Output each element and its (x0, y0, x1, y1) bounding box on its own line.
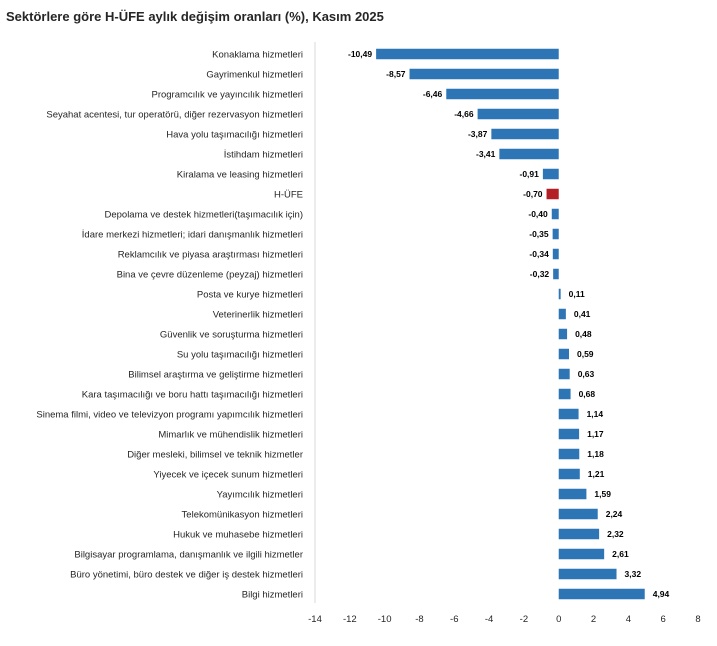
bar (558, 548, 605, 560)
value-label: 0,59 (577, 349, 594, 359)
category-label: Programcılık ve yayıncılık hizmetleri (151, 90, 303, 101)
x-tick-label: -14 (308, 614, 322, 625)
bar (558, 588, 645, 600)
bar (551, 208, 559, 220)
category-label: Seyahat acentesi, tur operatörü, diğer r… (46, 110, 303, 121)
value-label: 0,68 (579, 389, 596, 399)
bar-highlight (546, 188, 559, 200)
bar (558, 308, 566, 320)
bar (558, 568, 617, 580)
bar (553, 268, 559, 280)
chart-title: Sektörlere göre H-ÜFE aylık değişim oran… (6, 9, 384, 24)
value-label: 0,63 (578, 369, 595, 379)
x-tick-label: 8 (695, 614, 700, 625)
bar (558, 428, 580, 440)
value-label: 1,17 (587, 429, 604, 439)
bar (558, 328, 568, 340)
bar (552, 228, 559, 240)
x-tick-label: -8 (415, 614, 423, 625)
category-label: Gayrimenkul hizmetleri (206, 70, 303, 81)
x-tick-label: -2 (520, 614, 528, 625)
x-tick-label: -6 (450, 614, 458, 625)
x-tick-label: 4 (626, 614, 631, 625)
value-label: -0,70 (523, 189, 543, 199)
bar (558, 508, 598, 520)
value-label: 1,18 (587, 449, 604, 459)
category-label: Diğer mesleki, bilimsel ve teknik hizmet… (127, 450, 303, 461)
bar (558, 448, 580, 460)
value-label: -4,66 (454, 109, 474, 119)
value-label: -0,40 (528, 209, 548, 219)
value-label: 1,21 (588, 469, 605, 479)
category-label: İstihdam hizmetleri (224, 150, 303, 161)
category-label: Reklamcılık ve piyasa araştırması hizmet… (118, 250, 303, 261)
value-label: 2,24 (606, 509, 623, 519)
bar (542, 168, 559, 180)
bar (499, 148, 559, 160)
value-label: 0,11 (569, 289, 585, 299)
value-label: 1,14 (587, 409, 604, 419)
category-label: Telekomünikasyon hizmetleri (182, 510, 303, 521)
bar (558, 408, 579, 420)
category-label: Bilgisayar programlama, danışmanlık ve i… (74, 550, 303, 561)
value-label: 2,32 (607, 529, 624, 539)
category-label: Bina ve çevre düzenleme (peyzaj) hizmetl… (117, 270, 303, 281)
category-label: Bilgi hizmetleri (242, 590, 303, 601)
bar (558, 288, 561, 300)
value-label: -3,41 (476, 149, 496, 159)
bar (558, 368, 570, 380)
value-label: -0,35 (529, 229, 549, 239)
value-label: 0,48 (575, 329, 592, 339)
category-label: Depolama ve destek hizmetleri(taşımacılı… (104, 210, 303, 221)
category-label: Sinema filmi, video ve televizyon progra… (36, 410, 303, 421)
category-label: Hava yolu taşımacılığı hizmetleri (166, 130, 303, 141)
x-tick-label: -10 (378, 614, 392, 625)
value-label: -8,57 (386, 69, 406, 79)
bar (552, 248, 559, 260)
bar (491, 128, 559, 140)
category-label: Kara taşımacılığı ve boru hattı taşımacı… (82, 390, 303, 401)
bar (558, 388, 571, 400)
value-label: 1,59 (594, 489, 611, 499)
category-label: Posta ve kurye hizmetleri (197, 290, 303, 301)
x-tick-label: -4 (485, 614, 493, 625)
category-label: Büro yönetimi, büro destek ve diğer iş d… (70, 570, 303, 581)
bar (558, 468, 580, 480)
value-label: -6,46 (423, 89, 443, 99)
bar (558, 488, 587, 500)
bar (558, 528, 600, 540)
category-label: Su yolu taşımacılığı hizmetleri (177, 350, 303, 361)
value-label: -0,34 (529, 249, 549, 259)
category-label: Yayımcılık hizmetleri (217, 490, 303, 501)
bar (409, 68, 559, 80)
value-label: -0,91 (520, 169, 540, 179)
bar (376, 48, 559, 60)
value-label: 4,94 (653, 589, 670, 599)
category-label: Güvenlik ve soruşturma hizmetleri (160, 330, 303, 341)
value-label: 3,32 (625, 569, 642, 579)
category-label: Konaklama hizmetleri (212, 50, 303, 61)
value-label: 2,61 (612, 549, 629, 559)
value-label: -0,32 (530, 269, 550, 279)
bar (558, 348, 569, 360)
category-label: Veterinerlik hizmetleri (213, 310, 303, 321)
bar (446, 88, 559, 100)
value-label: 0,41 (574, 309, 591, 319)
category-label: Yiyecek ve içecek sunum hizmetleri (153, 470, 303, 481)
value-label: -10,49 (348, 49, 372, 59)
category-label: H-ÜFE (274, 190, 303, 201)
category-label: İdare merkezi hizmetleri; idari danışman… (82, 230, 303, 241)
x-tick-label: 2 (591, 614, 596, 625)
category-label: Kiralama ve leasing hizmetleri (177, 170, 303, 181)
category-label: Bilimsel araştırma ve geliştirme hizmetl… (128, 370, 303, 381)
category-label: Hukuk ve muhasebe hizmetleri (173, 530, 303, 541)
category-label: Mimarlık ve mühendislik hizmetleri (158, 430, 303, 441)
x-tick-label: 6 (661, 614, 666, 625)
bar (477, 108, 559, 120)
value-label: -3,87 (468, 129, 488, 139)
x-tick-label: -12 (343, 614, 357, 625)
x-tick-label: 0 (556, 614, 561, 625)
